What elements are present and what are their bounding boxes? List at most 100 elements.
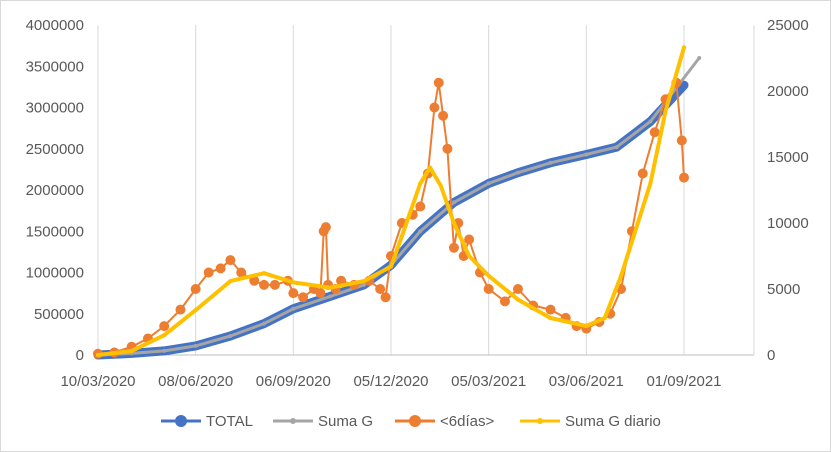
data-point bbox=[262, 321, 267, 326]
y-right-tick-label: 0 bbox=[767, 347, 775, 364]
y-left-tick-label: 2000000 bbox=[26, 182, 84, 199]
series-layer bbox=[93, 45, 702, 360]
right-axis: 0 5000 10000 15000 20000 25000 bbox=[767, 17, 809, 364]
data-point bbox=[515, 297, 520, 302]
legend-label: Suma G diario bbox=[565, 413, 661, 430]
x-axis: 10/03/2020 08/06/2020 06/09/2020 05/12/2020… bbox=[60, 373, 721, 390]
data-point bbox=[442, 143, 453, 154]
x-tick-label: 05/12/2020 bbox=[353, 373, 428, 390]
data-point bbox=[193, 343, 198, 348]
y-right-tick-label: 20000 bbox=[767, 83, 809, 100]
data-point bbox=[96, 353, 100, 357]
x-tick-label: 05/03/2021 bbox=[451, 373, 526, 390]
data-point bbox=[451, 221, 456, 225]
y-right-tick-label: 10000 bbox=[767, 215, 809, 232]
data-point bbox=[682, 45, 686, 50]
data-point bbox=[228, 334, 233, 339]
data-point bbox=[320, 222, 331, 233]
data-point bbox=[438, 110, 449, 121]
data-point bbox=[548, 316, 553, 321]
data-point bbox=[548, 160, 553, 165]
data-point bbox=[499, 296, 510, 307]
data-point bbox=[428, 165, 433, 170]
data-point bbox=[288, 288, 299, 299]
data-point bbox=[648, 119, 653, 124]
y-left-tick-label: 500000 bbox=[34, 306, 84, 323]
data-point bbox=[315, 288, 326, 299]
data-point bbox=[129, 349, 134, 354]
data-point bbox=[328, 294, 333, 299]
data-point bbox=[637, 168, 648, 179]
left-axis: 0 500000 1000000 1500000 2000000 2500000 30000… bbox=[26, 17, 84, 364]
data-point bbox=[663, 108, 668, 113]
data-point bbox=[448, 242, 459, 253]
legend-label: TOTAL bbox=[206, 413, 253, 430]
data-point bbox=[433, 77, 444, 88]
data-point bbox=[399, 234, 404, 239]
data-point bbox=[236, 267, 247, 278]
legend-marker bbox=[290, 418, 296, 424]
y-right-tick-label: 5000 bbox=[767, 281, 800, 298]
data-point bbox=[298, 292, 309, 303]
x-tick-label: 10/03/2020 bbox=[60, 373, 135, 390]
x-tick-label: 03/06/2021 bbox=[549, 373, 624, 390]
data-point bbox=[262, 271, 267, 276]
data-point bbox=[679, 172, 689, 183]
data-point bbox=[483, 284, 494, 294]
y-left-tick-label: 2500000 bbox=[26, 141, 84, 158]
data-point bbox=[159, 321, 170, 332]
y-left-tick-label: 0 bbox=[76, 347, 84, 364]
legend-label: Suma G bbox=[318, 413, 373, 430]
legend-item-suma-g-diario: Suma G diario bbox=[520, 413, 661, 430]
legend-marker bbox=[409, 415, 421, 427]
data-point bbox=[389, 264, 393, 269]
data-point bbox=[162, 348, 167, 353]
legend-item-suma-g: Suma G bbox=[273, 413, 373, 430]
data-point bbox=[291, 280, 296, 285]
data-point bbox=[328, 285, 333, 290]
data-point bbox=[190, 284, 201, 294]
legend-marker bbox=[175, 415, 187, 427]
data-point bbox=[512, 284, 523, 294]
data-point bbox=[269, 279, 280, 290]
y-left-tick-label: 3000000 bbox=[26, 100, 84, 117]
data-point bbox=[375, 284, 386, 294]
data-point bbox=[225, 255, 236, 266]
x-tick-label: 08/06/2020 bbox=[158, 373, 233, 390]
data-point bbox=[418, 229, 423, 234]
data-point bbox=[175, 304, 186, 315]
data-point bbox=[291, 306, 296, 311]
legend-marker bbox=[537, 418, 543, 424]
data-point bbox=[162, 333, 167, 338]
y-left-tick-label: 4000000 bbox=[26, 17, 84, 34]
series-suma-g-diario bbox=[96, 45, 686, 357]
data-point bbox=[602, 316, 607, 321]
y-right-tick-label: 25000 bbox=[767, 17, 809, 34]
data-point bbox=[361, 282, 366, 287]
data-point bbox=[676, 135, 687, 146]
y-left-tick-label: 1500000 bbox=[26, 223, 84, 240]
legend-item-total: TOTAL bbox=[161, 413, 253, 430]
y-left-tick-label: 3500000 bbox=[26, 58, 84, 75]
data-point bbox=[464, 234, 475, 245]
data-point bbox=[486, 181, 491, 186]
y-right-tick-label: 15000 bbox=[767, 149, 809, 166]
data-point bbox=[614, 145, 619, 150]
data-point bbox=[429, 102, 440, 113]
y-left-tick-label: 1000000 bbox=[26, 265, 84, 282]
data-point bbox=[215, 263, 226, 274]
data-point bbox=[584, 323, 589, 328]
legend: TOTAL Suma G <6días> Suma G diario bbox=[161, 413, 661, 430]
x-tick-label: 06/09/2020 bbox=[256, 373, 331, 390]
data-point bbox=[228, 279, 233, 284]
data-point bbox=[259, 279, 270, 290]
data-point bbox=[545, 304, 556, 315]
data-point bbox=[380, 292, 391, 303]
data-point bbox=[249, 275, 260, 286]
data-point bbox=[415, 201, 426, 212]
data-point bbox=[649, 127, 660, 138]
gridlines bbox=[97, 25, 755, 355]
data-point bbox=[697, 56, 702, 60]
data-point bbox=[467, 254, 472, 258]
